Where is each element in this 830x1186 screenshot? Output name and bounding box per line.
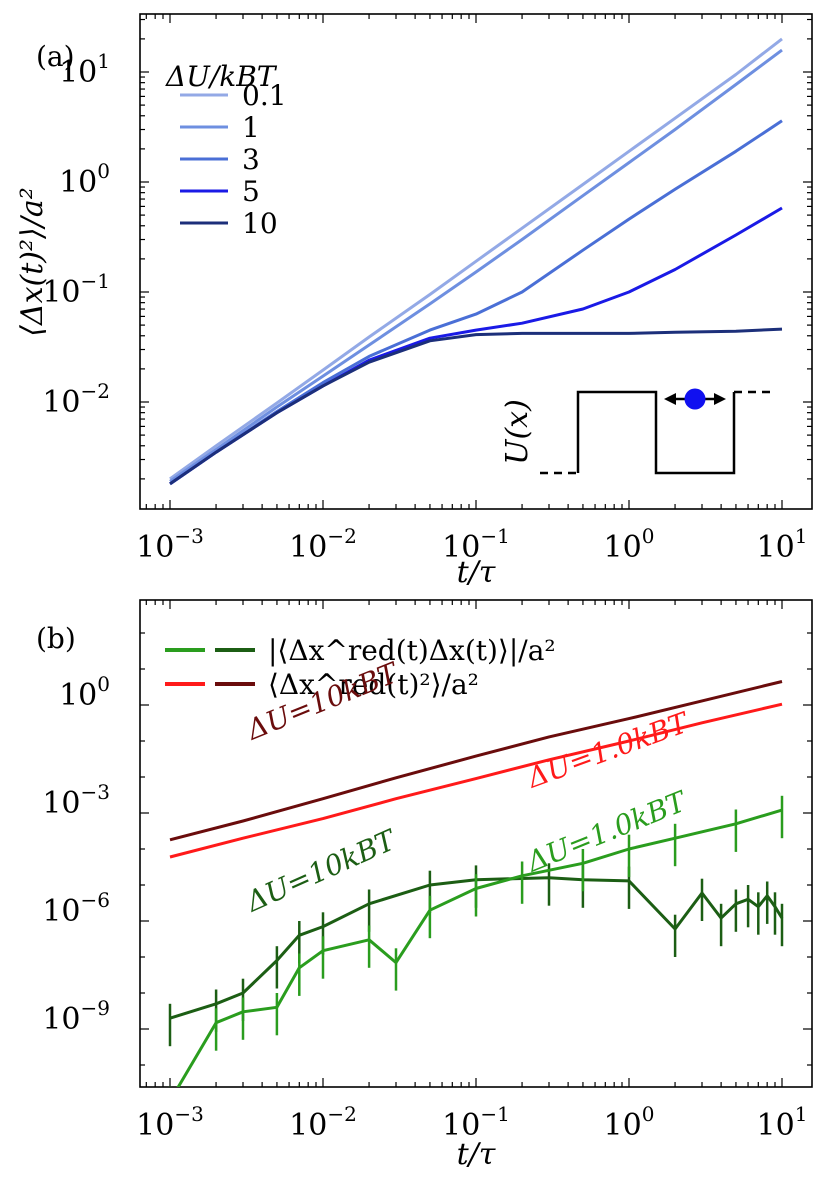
series-line-10 (169, 327, 783, 486)
series-line-0 (169, 680, 783, 842)
panel-a-ytick-label: 100 (59, 159, 110, 200)
panel-a-xtick-label: 100 (604, 524, 655, 565)
panel-a: 10−3 10−2 10−1 100 101 10−2 10−1 100 101… (15, 13, 813, 590)
annotation-red-1: ΔU=1.0kBT (522, 705, 694, 795)
panel-b-lines (168, 680, 784, 1087)
legend-label: 10 (242, 207, 278, 240)
panel-b-series (168, 680, 784, 1087)
legend-label: 3 (242, 143, 260, 176)
legend-label: 1 (242, 111, 260, 144)
panel-a-xtick-label: 10−3 (136, 524, 204, 565)
panel-b-xtick-label: 100 (604, 1102, 655, 1143)
panel-a-label: (a) (36, 40, 75, 73)
panel-b-xlabel: t/τ (457, 1137, 496, 1172)
panel-b-ytick-label: 100 (59, 672, 110, 713)
series-line-3 (176, 808, 783, 1087)
legend-label-correlation: |⟨Δx^red(t)Δx(t)⟩|/a² (268, 634, 556, 667)
annotation-green-1: ΔU=1.0kBT (521, 784, 692, 879)
panel-a-ytick-label: 101 (59, 49, 110, 90)
series-line-1 (169, 48, 783, 483)
inset-ylabel: U(x) (500, 399, 535, 465)
panel-b-ytick-label: 10−3 (42, 780, 110, 821)
panel-b-xtick-label: 10−3 (136, 1102, 204, 1143)
panel-a-ylabel: ⟨Δx(t)²⟩/a² (15, 187, 50, 337)
series-line-1 (169, 702, 783, 859)
panel-b-xtick-label: 101 (757, 1102, 808, 1143)
panel-a-ticks (140, 14, 812, 509)
potential-curve (576, 390, 736, 475)
series-line-0.1 (169, 37, 783, 481)
potential-inset: U(x) (500, 388, 772, 475)
panel-b-ytick-label: 10−9 (42, 996, 110, 1037)
panel-b-ticks (140, 600, 812, 1087)
panel-b-xtick-label: 10−2 (289, 1102, 357, 1143)
panel-b-ytick-label: 10−6 (42, 888, 110, 929)
series-line-5 (169, 206, 783, 486)
panel-a-xlabel: t/τ (457, 555, 496, 590)
annotation-green-10: ΔU=10kBT (241, 823, 403, 919)
legend-title: ΔU/kBT (165, 60, 278, 93)
panel-b: 10−3 10−2 10−1 100 101 10−9 10−6 10−3 10… (36, 599, 813, 1172)
panel-b-xtick-label: 10−1 (442, 1102, 510, 1143)
legend-label-msd-red: ⟨Δx^red(t)²⟩/a² (268, 668, 479, 701)
panel-a-ytick-label: 10−2 (42, 379, 110, 420)
panel-a-xtick-label: 10−1 (442, 524, 510, 565)
panel-a-legend: ΔU/kBT 0.1 1 3 5 10 (165, 60, 287, 240)
legend-label: 5 (242, 175, 260, 208)
panel-a-xtick-label: 10−2 (289, 524, 357, 565)
panel-b-label: (b) (36, 622, 76, 655)
series-line-3 (169, 119, 783, 486)
panel-a-ytick-label: 10−1 (42, 269, 110, 310)
panel-a-xtick-label: 101 (757, 524, 808, 565)
legend-label: 0.1 (242, 79, 287, 112)
panel-b-legend: |⟨Δx^red(t)Δx(t)⟩|/a² ⟨Δx^red(t)²⟩/a² (165, 634, 556, 701)
panel-a-lines (169, 37, 783, 486)
particle-icon (684, 388, 706, 410)
